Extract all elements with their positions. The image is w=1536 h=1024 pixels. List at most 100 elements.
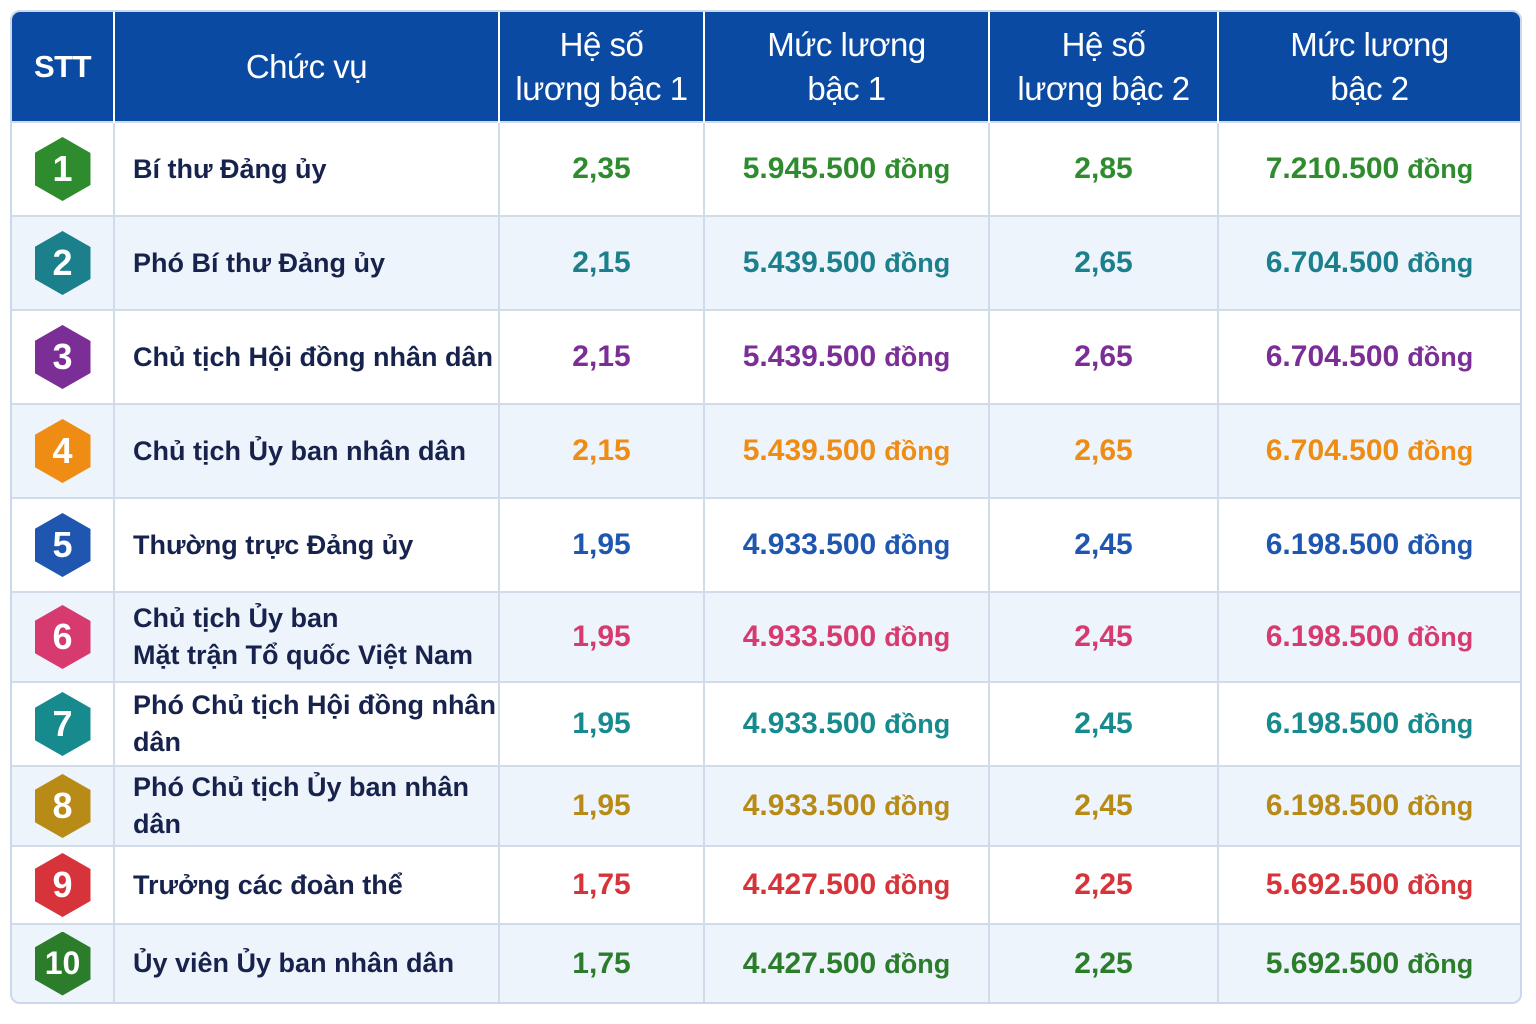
header-coef1-line1: Hệ số bbox=[559, 25, 644, 63]
cell-salary2: 6.198.500 đồng bbox=[1218, 497, 1520, 592]
cell-coef1: 2,15 bbox=[499, 309, 705, 404]
cell-salary1-value: 5.439.500 bbox=[742, 434, 877, 467]
position-line: Chủ tịch Ủy ban nhân dân bbox=[133, 435, 467, 466]
cell-coef2-value: 2,25 bbox=[1074, 868, 1133, 901]
table-row: 1 Bí thư Đảng ủy 2,35 5.945.500 đồng 2,85 7.2… bbox=[12, 121, 1520, 216]
cell-stt: 2 bbox=[12, 215, 115, 310]
table-row: 10 Ủy viên Ủy ban nhân dân 1,75 4.427.500 đ… bbox=[12, 923, 1520, 1002]
cell-position: Phó Chủ tịch Hội đồng nhân dân bbox=[114, 681, 500, 766]
cell-coef1-value: 1,95 bbox=[572, 528, 631, 561]
cell-position: Chủ tịch Ủy ban Mặt trận Tổ quốc Việt Nam bbox=[114, 591, 500, 682]
header-position: Chức vụ bbox=[114, 12, 500, 122]
row-number-badge: 7 bbox=[34, 692, 91, 756]
position-line: Phó Chủ tịch Ủy ban nhân dân bbox=[133, 772, 469, 839]
cell-salary2: 7.210.500 đồng bbox=[1218, 121, 1520, 216]
cell-stt: 5 bbox=[12, 497, 115, 592]
cell-salary2-value: 7.210.500 bbox=[1265, 152, 1400, 185]
cell-coef2: 2,65 bbox=[989, 403, 1219, 498]
cell-salary1-value: 4.933.500 bbox=[742, 789, 877, 822]
currency-unit: đồng bbox=[1407, 948, 1474, 979]
cell-stt: 4 bbox=[12, 403, 115, 498]
currency-unit: đồng bbox=[1407, 436, 1474, 466]
currency-unit: đồng bbox=[1407, 791, 1474, 821]
cell-salary2: 5.692.500 đồng bbox=[1218, 923, 1520, 1002]
cell-salary2: 6.198.500 đồng bbox=[1218, 681, 1520, 766]
currency-unit: đồng bbox=[884, 709, 951, 739]
cell-coef1-value: 1,75 bbox=[572, 946, 631, 980]
cell-coef2: 2,45 bbox=[989, 765, 1219, 846]
cell-coef1-value: 2,35 bbox=[572, 152, 631, 185]
cell-stt: 9 bbox=[12, 845, 115, 924]
cell-salary1: 5.439.500 đồng bbox=[704, 403, 990, 498]
table-body: 1 Bí thư Đảng ủy 2,35 5.945.500 đồng 2,85 7.2… bbox=[12, 121, 1520, 1002]
cell-coef1-value: 1,95 bbox=[572, 789, 631, 822]
table-row: 5 Thường trực Đảng ủy 1,95 4.933.500 đồng 2,… bbox=[12, 497, 1520, 592]
row-number-badge: 9 bbox=[34, 853, 91, 917]
currency-unit: đồng bbox=[884, 622, 951, 652]
currency-unit: đồng bbox=[884, 791, 951, 821]
cell-salary1-value: 4.933.500 bbox=[742, 707, 877, 740]
cell-salary1-value: 4.427.500 bbox=[742, 868, 877, 901]
cell-salary1: 5.945.500 đồng bbox=[704, 121, 990, 216]
currency-unit: đồng bbox=[884, 342, 951, 372]
cell-coef2-value: 2,45 bbox=[1074, 707, 1133, 740]
cell-coef2-value: 2,45 bbox=[1074, 789, 1133, 822]
cell-salary2: 6.704.500 đồng bbox=[1218, 309, 1520, 404]
cell-salary2: 6.198.500 đồng bbox=[1218, 765, 1520, 846]
header-salary1: Mức lương bậc 1 bbox=[704, 12, 990, 122]
cell-coef1-value: 2,15 bbox=[572, 434, 631, 467]
position-line: Trưởng các đoàn thể bbox=[133, 869, 403, 900]
currency-unit: đồng bbox=[1407, 530, 1474, 560]
position-line: Ủy viên Ủy ban nhân dân bbox=[133, 948, 455, 978]
cell-coef2-value: 2,65 bbox=[1074, 340, 1133, 373]
cell-salary2-value: 6.704.500 bbox=[1265, 434, 1400, 467]
salary-table-container: STT Chức vụ Hệ số lương bậc 1 Mức lương … bbox=[10, 10, 1522, 1004]
header-stt: STT bbox=[12, 12, 115, 122]
cell-salary1: 4.933.500 đồng bbox=[704, 765, 990, 846]
cell-coef2: 2,45 bbox=[989, 591, 1219, 682]
row-number-badge: 4 bbox=[34, 419, 91, 483]
row-number-badge: 10 bbox=[34, 931, 91, 996]
row-number-badge: 6 bbox=[34, 605, 91, 669]
table-row: 4 Chủ tịch Ủy ban nhân dân 2,15 5.439.500 đ… bbox=[12, 403, 1520, 498]
cell-coef2-value: 2,45 bbox=[1074, 620, 1133, 653]
currency-unit: đồng bbox=[1407, 870, 1474, 900]
currency-unit: đồng bbox=[884, 530, 951, 560]
position-line: Chủ tịch Ủy ban bbox=[133, 603, 339, 633]
salary-table: STT Chức vụ Hệ số lương bậc 1 Mức lương … bbox=[12, 12, 1520, 1002]
cell-salary1: 4.933.500 đồng bbox=[704, 681, 990, 766]
currency-unit: đồng bbox=[1407, 622, 1474, 652]
cell-coef2: 2,45 bbox=[989, 681, 1219, 766]
currency-unit: đồng bbox=[884, 870, 951, 900]
header-salary1-line1: Mức lương bbox=[767, 25, 926, 63]
header-salary2-line2: bậc 2 bbox=[1330, 69, 1409, 107]
position-line: Chủ tịch Hội đồng nhân dân bbox=[133, 341, 493, 372]
table-row: 6 Chủ tịch Ủy ban Mặt trận Tổ quốc Việt Na… bbox=[12, 591, 1520, 682]
cell-coef2-value: 2,45 bbox=[1074, 528, 1133, 561]
cell-coef1-value: 1,95 bbox=[572, 620, 631, 653]
row-number-badge: 8 bbox=[34, 774, 91, 838]
cell-salary1-value: 5.945.500 bbox=[742, 152, 877, 185]
cell-coef2: 2,45 bbox=[989, 497, 1219, 592]
cell-position: Phó Bí thư Đảng ủy bbox=[114, 215, 500, 310]
cell-coef1: 1,75 bbox=[499, 923, 705, 1002]
cell-position: Phó Chủ tịch Ủy ban nhân dân bbox=[114, 765, 500, 846]
table-row: 9 Trưởng các đoàn thể 1,75 4.427.500 đồng 2,… bbox=[12, 845, 1520, 924]
row-number-badge: 3 bbox=[34, 325, 91, 389]
header-coef1-line2: lương bậc 1 bbox=[515, 69, 688, 107]
cell-position: Bí thư Đảng ủy bbox=[114, 121, 500, 216]
position-line: Thường trực Đảng ủy bbox=[133, 529, 414, 560]
cell-coef1-value: 2,15 bbox=[572, 340, 631, 373]
header-salary2: Mức lương bậc 2 bbox=[1218, 12, 1520, 122]
cell-coef1-value: 2,15 bbox=[572, 246, 631, 279]
currency-unit: đồng bbox=[1407, 248, 1474, 278]
cell-coef2: 2,65 bbox=[989, 309, 1219, 404]
cell-coef1: 1,95 bbox=[499, 497, 705, 592]
cell-salary1: 4.933.500 đồng bbox=[704, 497, 990, 592]
cell-stt: 3 bbox=[12, 309, 115, 404]
cell-salary1-value: 4.933.500 bbox=[742, 620, 877, 653]
row-number-badge: 1 bbox=[34, 137, 91, 201]
cell-salary1-value: 5.439.500 bbox=[742, 340, 877, 373]
cell-coef2-value: 2,85 bbox=[1074, 152, 1133, 185]
cell-salary2-value: 6.704.500 bbox=[1265, 340, 1400, 373]
